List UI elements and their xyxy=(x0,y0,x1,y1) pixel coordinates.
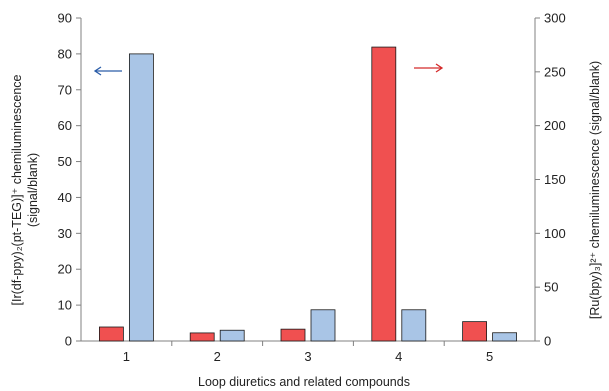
left-tick-label: 10 xyxy=(58,298,72,313)
left-tick-label: 0 xyxy=(65,334,72,349)
ru-bpy-bar xyxy=(462,321,488,342)
right-axis-title: [Ru(bpy)₃]²⁺ chemiluminescence (signal/b… xyxy=(588,61,602,319)
left-axis-title-line-2: (signal/blank) xyxy=(26,153,40,227)
ir-complex-bar xyxy=(401,309,427,342)
right-tick-label: 50 xyxy=(544,280,558,295)
ir-complex-bar xyxy=(310,309,336,342)
right-tick-label: 250 xyxy=(544,64,566,79)
right-tick-label: 100 xyxy=(544,226,566,241)
right-tick-label: 0 xyxy=(544,334,551,349)
ru-bpy-bar xyxy=(371,46,397,342)
left-tick-label: 80 xyxy=(58,46,72,61)
tick-labels: 0 10 20 30 40 50 60 70 80 90 0 50 100 150 200 250 300 1 2 3… xyxy=(58,11,566,365)
right-axis-arrow-icon xyxy=(414,63,444,73)
left-tick-label: 90 xyxy=(58,11,72,26)
bars xyxy=(99,46,518,342)
ru-bpy-bar xyxy=(280,328,306,342)
left-axis-arrow-icon xyxy=(93,66,122,76)
left-tick-label: 40 xyxy=(58,190,72,205)
axes xyxy=(76,17,540,346)
ir-complex-bar xyxy=(219,329,245,342)
ir-complex-bar xyxy=(492,332,518,342)
left-tick-label: 20 xyxy=(58,262,72,277)
right-tick-label: 150 xyxy=(544,172,566,187)
ir-complex-bar xyxy=(128,53,154,342)
left-axis-title-line-1: [Ir(df-ppy)₂(pt-TEG)]⁺ chemiluminescence xyxy=(10,74,24,305)
left-tick-label: 70 xyxy=(58,82,72,97)
x-tick-label: 2 xyxy=(214,349,221,364)
ru-bpy-bar xyxy=(189,332,215,342)
ru-bpy-bar xyxy=(99,326,124,342)
left-tick-label: 30 xyxy=(58,226,72,241)
right-tick-label: 200 xyxy=(544,118,566,133)
left-tick-label: 60 xyxy=(58,118,72,133)
left-axis-title: [Ir(df-ppy)₂(pt-TEG)]⁺ chemiluminescence… xyxy=(10,74,40,305)
x-tick-label: 1 xyxy=(123,349,130,364)
x-tick-label: 4 xyxy=(395,349,402,364)
x-tick-label: 3 xyxy=(304,349,311,364)
left-tick-label: 50 xyxy=(58,154,72,169)
x-tick-label: 5 xyxy=(486,349,493,364)
right-axis-title-text: [Ru(bpy)₃]²⁺ chemiluminescence (signal/b… xyxy=(588,61,602,319)
right-tick-label: 300 xyxy=(544,11,566,26)
x-axis-title: Loop diuretics and related compounds xyxy=(198,375,410,389)
